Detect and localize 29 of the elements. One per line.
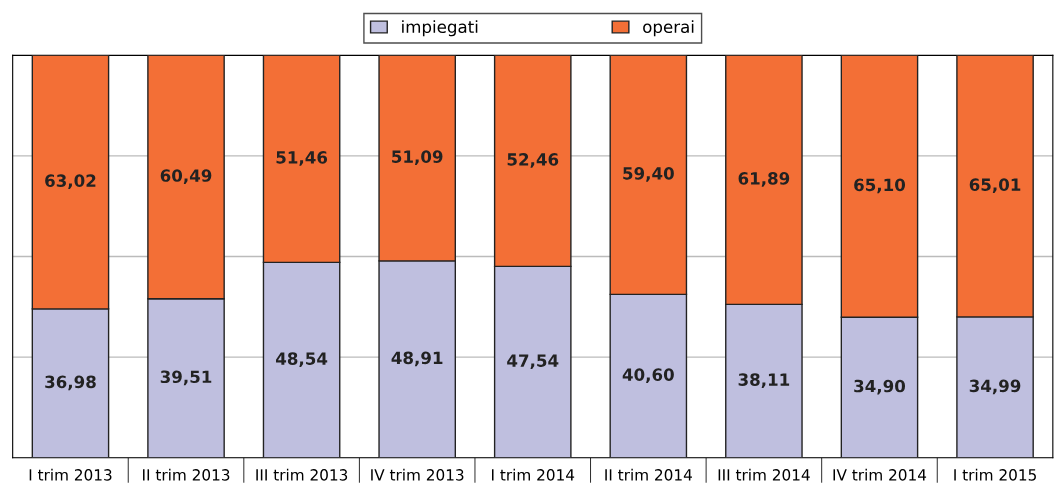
x-tick-label: I trim 2013	[29, 468, 112, 481]
data-label: 38,11	[738, 373, 790, 389]
data-label: 48,54	[276, 352, 328, 368]
data-label: 59,40	[623, 167, 674, 182]
data-label: 52,46	[507, 153, 559, 168]
x-tick-label: III trim 2014	[718, 468, 810, 481]
x-tick-label: IV trim 2013	[371, 468, 464, 481]
data-label: 40,60	[622, 368, 674, 384]
data-label: 61,89	[738, 172, 790, 187]
data-label: 65,01	[969, 178, 1021, 194]
data-label: 36,98	[45, 375, 96, 391]
data-label: 34,99	[969, 379, 1021, 395]
data-label: 48,91	[391, 351, 443, 367]
x-tick-label: I trim 2015	[954, 468, 1036, 481]
data-label: 39,51	[160, 370, 212, 386]
data-label: 47,54	[507, 354, 559, 370]
x-tick-label: II trim 2013	[143, 468, 230, 481]
x-tick-label: II trim 2014	[605, 468, 692, 481]
legend-label: impiegati	[402, 20, 478, 37]
data-label: 51,09	[392, 150, 443, 166]
legend-label: operai	[643, 20, 694, 37]
data-label: 65,10	[854, 178, 906, 194]
data-label: 60,49	[160, 169, 212, 184]
data-label: 51,46	[276, 151, 328, 166]
data-label: 34,90	[854, 379, 906, 395]
data-label: 63,02	[45, 174, 96, 190]
x-tick-label: I trim 2014	[492, 468, 575, 481]
x-tick-label: III trim 2013	[256, 468, 348, 481]
x-tick-label: IV trim 2014	[833, 468, 927, 481]
